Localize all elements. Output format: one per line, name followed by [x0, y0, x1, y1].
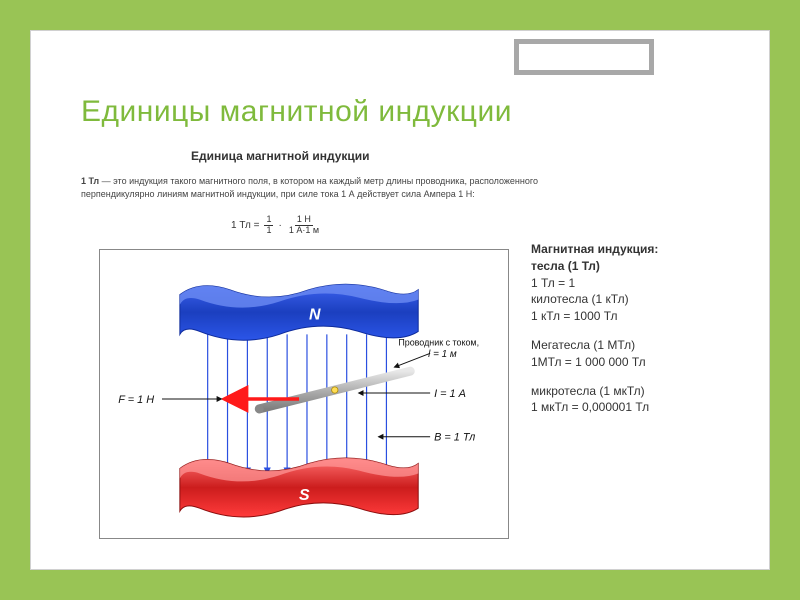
diagram-container: N S F = 1 Н I = 1 А: [99, 249, 509, 539]
field-label: B = 1 Тл: [434, 432, 475, 444]
force-label: F = 1 Н: [118, 394, 154, 406]
south-pole: S: [180, 458, 418, 517]
current-dot: [332, 387, 338, 393]
units-block-1: Магнитная индукция: тесла (1 Тл) 1 Тл = …: [531, 241, 731, 325]
formula-lhs: 1 Тл =: [231, 220, 259, 231]
conductor-label: Проводник с током,: [398, 337, 479, 347]
corner-decoration: [514, 39, 654, 75]
slide-frame: Единицы магнитной индукции Единица магни…: [30, 30, 770, 570]
current-label: I = 1 А: [434, 388, 466, 400]
north-label: N: [309, 307, 321, 324]
definition-text: 1 Тл — это индукция такого магнитного по…: [81, 175, 541, 200]
conductor-label-line: [394, 353, 430, 367]
units-block-2: Мегатесла (1 МТл) 1МТл = 1 000 000 Тл: [531, 337, 731, 371]
slide-title: Единицы магнитной индукции: [81, 95, 512, 129]
units-block-3: микротесла (1 мкТл) 1 мкТл = 0,000001 Тл: [531, 383, 731, 417]
formula-frac-1: 1 1: [264, 215, 273, 236]
length-label: l = 1 м: [428, 349, 457, 360]
formula-dot: ·: [278, 220, 281, 231]
formula: 1 Тл = 1 1 · 1 Н 1 А·1 м: [231, 215, 321, 236]
subtitle: Единица магнитной индукции: [191, 149, 370, 163]
north-pole: N: [180, 284, 418, 340]
south-label: S: [299, 487, 310, 504]
formula-frac-2: 1 Н 1 А·1 м: [287, 215, 321, 236]
units-sidebar: Магнитная индукция: тесла (1 Тл) 1 Тл = …: [531, 241, 731, 428]
diagram-svg: N S F = 1 Н I = 1 А: [100, 250, 508, 538]
